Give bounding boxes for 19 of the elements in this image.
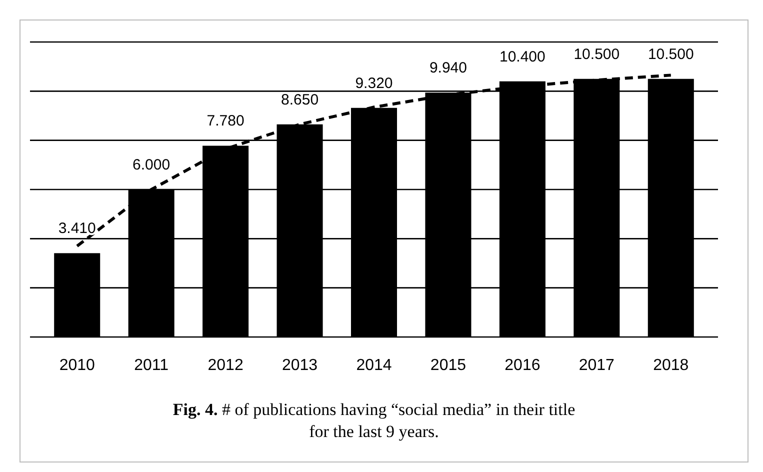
data-label: 9.320 (355, 74, 393, 92)
x-tick-label: 2011 (134, 357, 169, 374)
data-label: 10.500 (574, 46, 620, 63)
x-tick-label: 2018 (653, 357, 689, 374)
x-tick-label: 2013 (282, 357, 318, 374)
chart-title: Fig. 4. # of publications having “social media” in their title for the last 9 years. (172, 400, 576, 441)
x-tick-label: 2010 (59, 357, 96, 374)
data-label: 3.410 (58, 220, 96, 238)
data-label: 9.940 (429, 60, 467, 77)
data-label: 8.650 (281, 91, 319, 108)
data-label: 10.400 (500, 48, 546, 66)
x-tick-label: 2017 (578, 357, 615, 374)
x-tick-label: 2015 (430, 357, 466, 374)
x-tick-label: 2014 (356, 357, 392, 374)
x-tick-label: 2012 (208, 357, 244, 374)
data-label: 7.780 (206, 112, 244, 130)
data-label: 10.500 (648, 46, 694, 63)
x-tick-label: 2016 (504, 357, 540, 374)
data-label: 6.000 (132, 156, 170, 174)
